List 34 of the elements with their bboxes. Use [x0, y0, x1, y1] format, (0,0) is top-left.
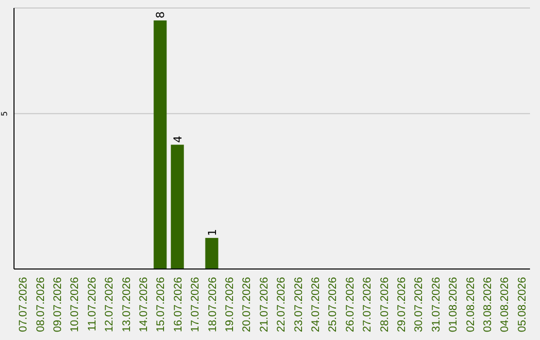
x-tick-label: 22.07.2026 — [276, 277, 288, 332]
x-tick-label: 26.07.2026 — [344, 277, 356, 332]
x-tick-label: 24.07.2026 — [310, 277, 322, 332]
x-tick-label: 16.07.2026 — [172, 277, 184, 332]
x-tick-label: 08.07.2026 — [34, 277, 47, 332]
x-tick-label: 12.07.2026 — [104, 277, 116, 332]
x-tick-label: 19.07.2026 — [224, 277, 236, 332]
x-tick-label: 10.07.2026 — [69, 277, 82, 332]
x-tick-label: 25.07.2026 — [327, 277, 340, 332]
x-tick-label: 23.07.2026 — [292, 277, 305, 332]
y-tick-label: 5 — [0, 111, 9, 116]
x-tick-label: 31.07.2026 — [430, 277, 442, 332]
x-tick-label: 17.07.2026 — [190, 277, 202, 332]
x-tick-label: 02.08.2026 — [464, 277, 477, 332]
x-tick-label: 30.07.2026 — [413, 277, 426, 332]
data-label: 4 — [171, 136, 184, 143]
data-label: 8 — [154, 11, 168, 18]
x-tick-label: 27.07.2026 — [362, 277, 374, 332]
x-tick-label: 01.08.2026 — [448, 277, 460, 332]
x-tick-label: 15.07.2026 — [155, 277, 168, 332]
x-tick-label: 09.07.2026 — [52, 277, 64, 332]
x-tick-label: 28.07.2026 — [378, 277, 391, 332]
x-tick-label: 29.07.2026 — [396, 277, 408, 332]
x-tick-label: 03.08.2026 — [482, 277, 494, 332]
x-tick-label: 05.08.2026 — [516, 277, 528, 332]
x-tick-label: 18.07.2026 — [206, 277, 219, 332]
x-tick-label: 07.07.2026 — [18, 277, 30, 332]
x-tick-label: 11.07.2026 — [86, 277, 98, 332]
x-tick-label: 21.07.2026 — [258, 277, 270, 332]
x-tick-label: 20.07.2026 — [241, 277, 254, 332]
x-tick-label: 04.08.2026 — [499, 277, 512, 332]
x-tick-label: 13.07.2026 — [120, 277, 133, 332]
x-tick-label: 14.07.2026 — [138, 277, 150, 332]
data-label: 1 — [206, 228, 219, 236]
